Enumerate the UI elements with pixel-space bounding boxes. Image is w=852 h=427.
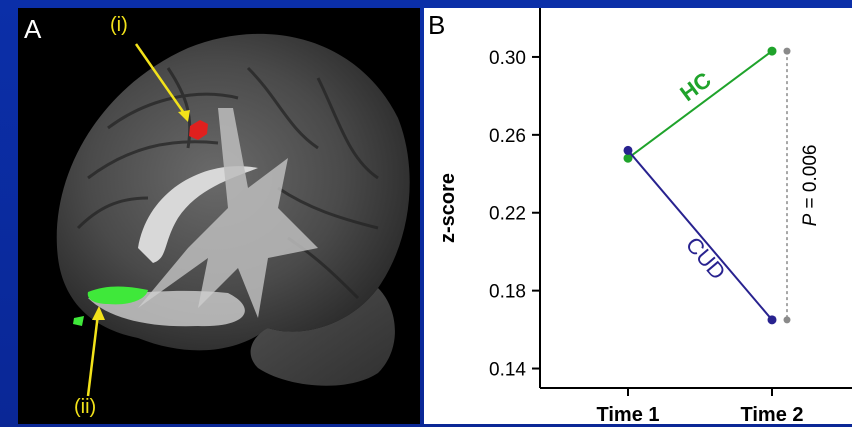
roi-i-red-cluster (189, 120, 208, 140)
y-tick-label: 0.18 (489, 282, 526, 303)
corpus-callosum (138, 166, 258, 263)
data-point-cud (623, 145, 633, 155)
data-point-cud (767, 315, 777, 325)
gyri-lines (76, 66, 379, 300)
chart-series: HC CUD (623, 46, 777, 325)
chart-axes (539, 8, 852, 389)
series-line-cud (627, 149, 773, 321)
panel-b-letter: B (428, 10, 446, 40)
roi-ii-green-fragment (73, 316, 84, 326)
roi-ii-label: (ii) (74, 396, 97, 418)
line-chart: 0.140.180.220.260.30 Time 1 Time 2 HCCUD … (437, 8, 852, 424)
p-symbol: P (800, 213, 821, 226)
p-value-number: = 0.006 (800, 145, 821, 214)
p-value-text: P = 0.006 (800, 145, 821, 227)
arrow-ii (86, 313, 100, 397)
data-point-hc (623, 153, 633, 163)
y-tick-label: 0.26 (489, 126, 526, 147)
series-line-hc (627, 50, 773, 160)
x-axis-ticks: Time 1 Time 2 (597, 388, 804, 424)
y-tick-label: 0.30 (489, 48, 526, 69)
p-bracket-bottom-dot (783, 316, 791, 324)
panel-a-letter: A (24, 14, 42, 44)
series-label-cud: CUD (681, 232, 731, 285)
arrow-i (134, 43, 188, 117)
x-tick-label: Time 2 (741, 404, 804, 424)
chart-annotations: P = 0.006 (783, 47, 821, 324)
arrow-ii-head (92, 306, 105, 320)
roi-i-label: (i) (110, 14, 128, 36)
p-bracket-top-dot (783, 47, 791, 55)
roi-ii-green-cluster (87, 286, 148, 305)
x-tick-label: Time 1 (597, 404, 660, 424)
y-axis-title: z-score (437, 173, 459, 243)
arrow-i-head (178, 110, 190, 122)
cerebellum-shape (250, 288, 395, 386)
y-tick-label: 0.22 (489, 204, 526, 225)
panel-a-brain-image: A (i) (ii) (18, 8, 420, 424)
series-label-hc: HC (675, 67, 716, 106)
y-axis-ticks: 0.14 0.18 0.22 0.26 0.30 (489, 48, 540, 381)
brain-render (56, 33, 410, 397)
panel-b-chart: 0.14 0.18 0.22 0.26 0.30 Time 1 Time 2 HC CUD … (424, 8, 852, 424)
data-point-hc (767, 46, 777, 56)
white-matter-tracts (138, 108, 318, 318)
y-tick-label: 0.14 (489, 360, 526, 381)
